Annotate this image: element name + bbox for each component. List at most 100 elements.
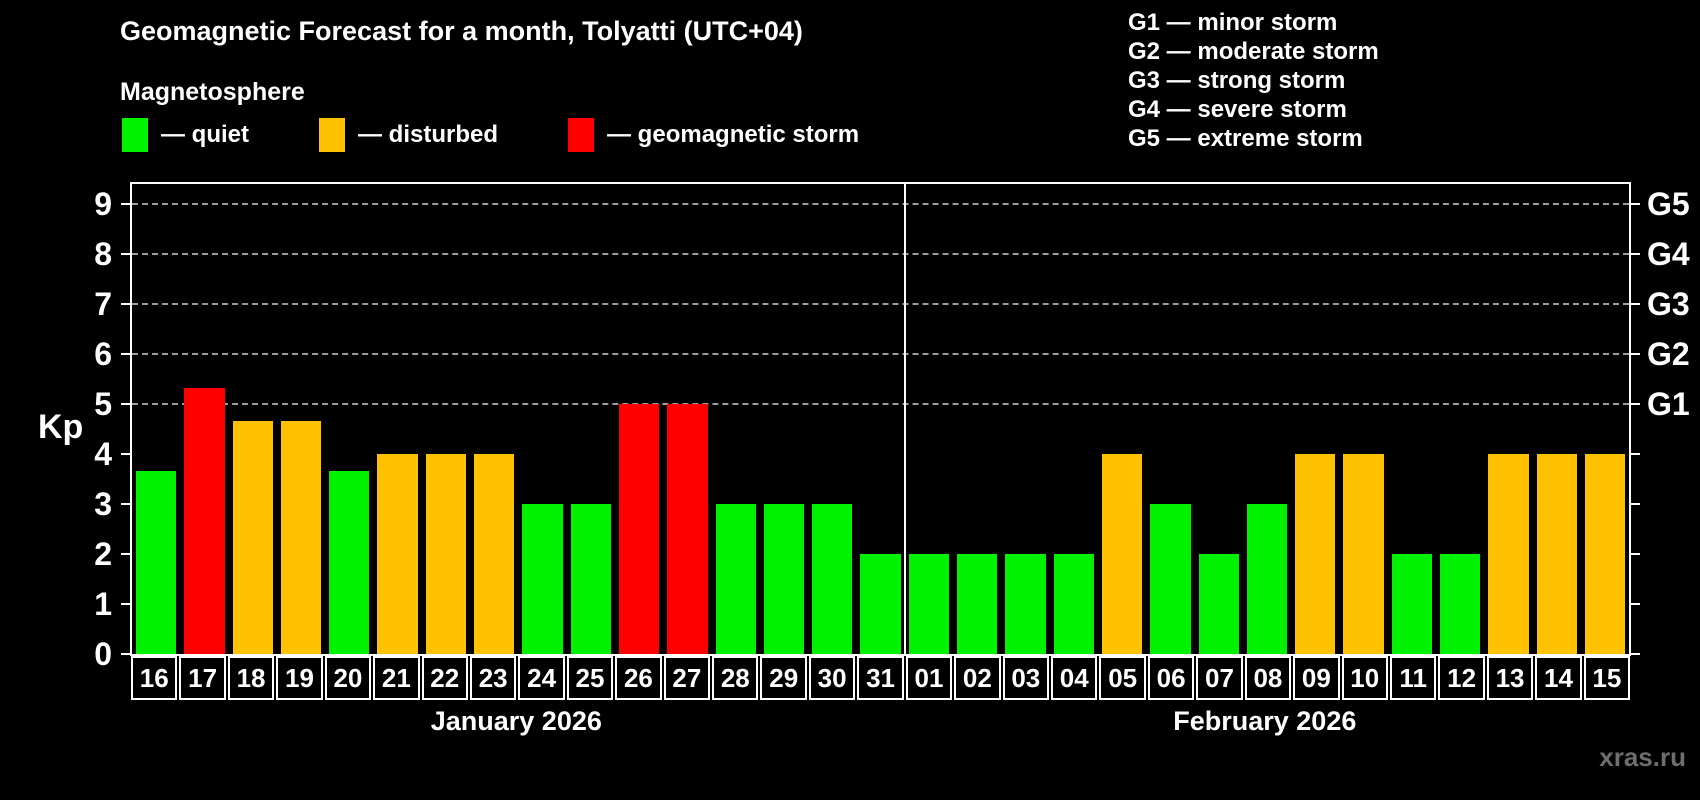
y-tick-4 <box>121 453 132 455</box>
quiet-swatch-icon <box>122 118 148 152</box>
kp-bar-jan-23 <box>474 454 515 654</box>
day-slot-feb-13 <box>1484 184 1532 654</box>
legend-label-storm: — geomagnetic storm <box>607 121 860 148</box>
kp-bar-jan-18 <box>232 420 273 654</box>
day-axis: 16 17 18 19 20 21 22 23 24 25 26 27 28 29 30 31 01 02 03 04… <box>130 656 1631 700</box>
day-label-jan-25: 25 <box>566 656 614 700</box>
kp-bar-jan-28 <box>715 504 756 654</box>
storm-swatch-icon <box>568 118 595 152</box>
y-tick-label-6: 6 <box>94 336 112 372</box>
day-label-feb-02: 02 <box>954 656 1001 700</box>
y-tick-label-1: 1 <box>94 586 112 622</box>
y-tick-label-7: 7 <box>94 286 112 322</box>
disturbed-swatch-icon <box>319 118 345 152</box>
y-tick-6 <box>121 353 132 355</box>
day-label-jan-20: 20 <box>324 656 372 700</box>
g-axis-label-G4: G4 <box>1647 236 1690 272</box>
legend-item-storm: — geomagnetic storm <box>568 118 859 152</box>
day-label-jan-21: 21 <box>373 656 420 700</box>
kp-bar-jan-27 <box>667 404 708 654</box>
day-label-feb-08: 08 <box>1244 656 1292 700</box>
day-slot-feb-01 <box>905 184 953 654</box>
g-axis-label-G1: G1 <box>1647 386 1690 422</box>
day-slot-jan-26 <box>615 184 663 654</box>
day-slot-jan-18 <box>229 184 277 654</box>
day-label-jan-18: 18 <box>227 656 275 700</box>
y-axis-title: Kp <box>38 408 84 446</box>
day-label-jan-27: 27 <box>663 656 711 700</box>
g-axis-label-G5: G5 <box>1647 186 1690 222</box>
g-tick-8 <box>1629 253 1640 255</box>
y-tick-8 <box>121 253 132 255</box>
month-label-jan: January 2026 <box>430 706 602 736</box>
gridline-kp-6 <box>132 353 1629 355</box>
day-slot-jan-25 <box>567 184 615 654</box>
kp-bar-jan-30 <box>812 504 853 654</box>
day-label-jan-31: 31 <box>857 656 904 700</box>
day-label-feb-13: 13 <box>1486 656 1534 700</box>
day-label-feb-11: 11 <box>1389 656 1437 700</box>
day-slot-jan-28 <box>712 184 760 654</box>
g-axis-label-G3: G3 <box>1647 286 1690 322</box>
kp-bar-jan-31 <box>860 554 901 654</box>
month-separator-line <box>903 184 906 654</box>
day-slot-feb-10 <box>1339 184 1387 654</box>
g-tick-1 <box>1629 603 1640 605</box>
g-scale-legend-line-4: G4 — severe storm <box>1128 96 1347 123</box>
y-tick-7 <box>121 303 132 305</box>
day-label-feb-03: 03 <box>1002 656 1050 700</box>
g-tick-0 <box>1629 653 1640 655</box>
y-tick-0 <box>121 653 132 655</box>
day-slot-jan-17 <box>180 184 228 654</box>
g-scale-legend-line-2: G2 — moderate storm <box>1128 38 1379 65</box>
g-tick-4 <box>1629 453 1640 455</box>
kp-bar-feb-12 <box>1440 554 1481 654</box>
gridline-kp-9 <box>132 203 1629 205</box>
g-tick-7 <box>1629 303 1640 305</box>
day-label-jan-22: 22 <box>421 656 468 700</box>
day-slot-feb-02 <box>953 184 1001 654</box>
day-slot-feb-14 <box>1533 184 1581 654</box>
day-label-jan-16: 16 <box>131 656 178 700</box>
day-label-feb-10: 10 <box>1341 656 1388 700</box>
day-label-jan-29: 29 <box>760 656 807 700</box>
day-slot-jan-16 <box>132 184 180 654</box>
y-tick-1 <box>121 603 132 605</box>
day-slot-jan-30 <box>808 184 856 654</box>
kp-bar-feb-09 <box>1295 454 1336 654</box>
g-tick-9 <box>1629 203 1640 205</box>
day-label-feb-14: 14 <box>1535 656 1582 700</box>
y-tick-5 <box>121 403 132 405</box>
day-label-jan-19: 19 <box>276 656 323 700</box>
day-label-jan-28: 28 <box>712 656 759 700</box>
y-tick-label-8: 8 <box>94 236 112 272</box>
y-tick-3 <box>121 503 132 505</box>
kp-bar-feb-13 <box>1488 454 1529 654</box>
legend-label-quiet: — quiet <box>161 121 249 148</box>
day-slot-jan-31 <box>856 184 904 654</box>
kp-bar-jan-22 <box>425 454 467 654</box>
kp-bar-jan-26 <box>618 404 660 654</box>
day-label-feb-01: 01 <box>905 656 953 700</box>
day-slot-feb-11 <box>1388 184 1436 654</box>
day-slot-feb-04 <box>1050 184 1098 654</box>
day-slot-feb-07 <box>1195 184 1243 654</box>
y-tick-label-4: 4 <box>94 436 112 472</box>
kp-bar-jan-25 <box>570 504 611 654</box>
g-tick-3 <box>1629 503 1640 505</box>
kp-bar-jan-24 <box>522 504 563 654</box>
y-tick-label-5: 5 <box>94 386 112 422</box>
g-tick-5 <box>1629 403 1640 405</box>
y-tick-label-9: 9 <box>94 186 112 222</box>
day-label-jan-30: 30 <box>808 656 856 700</box>
kp-bar-feb-01 <box>908 554 950 654</box>
kp-level-legend: — quiet — disturbed — geomagnetic storm <box>122 118 859 152</box>
legend-item-disturbed: — disturbed <box>319 118 498 152</box>
plot-area: 0 1 2 3 4 5 6 7 8 9 G1 G2 G3 G4 G5 <box>94 182 1690 670</box>
kp-bar-feb-07 <box>1198 554 1239 654</box>
kp-bar-jan-17 <box>184 387 225 654</box>
bars <box>132 184 1629 654</box>
kp-bar-feb-15 <box>1584 454 1626 654</box>
legend-item-quiet: — quiet <box>122 118 249 152</box>
